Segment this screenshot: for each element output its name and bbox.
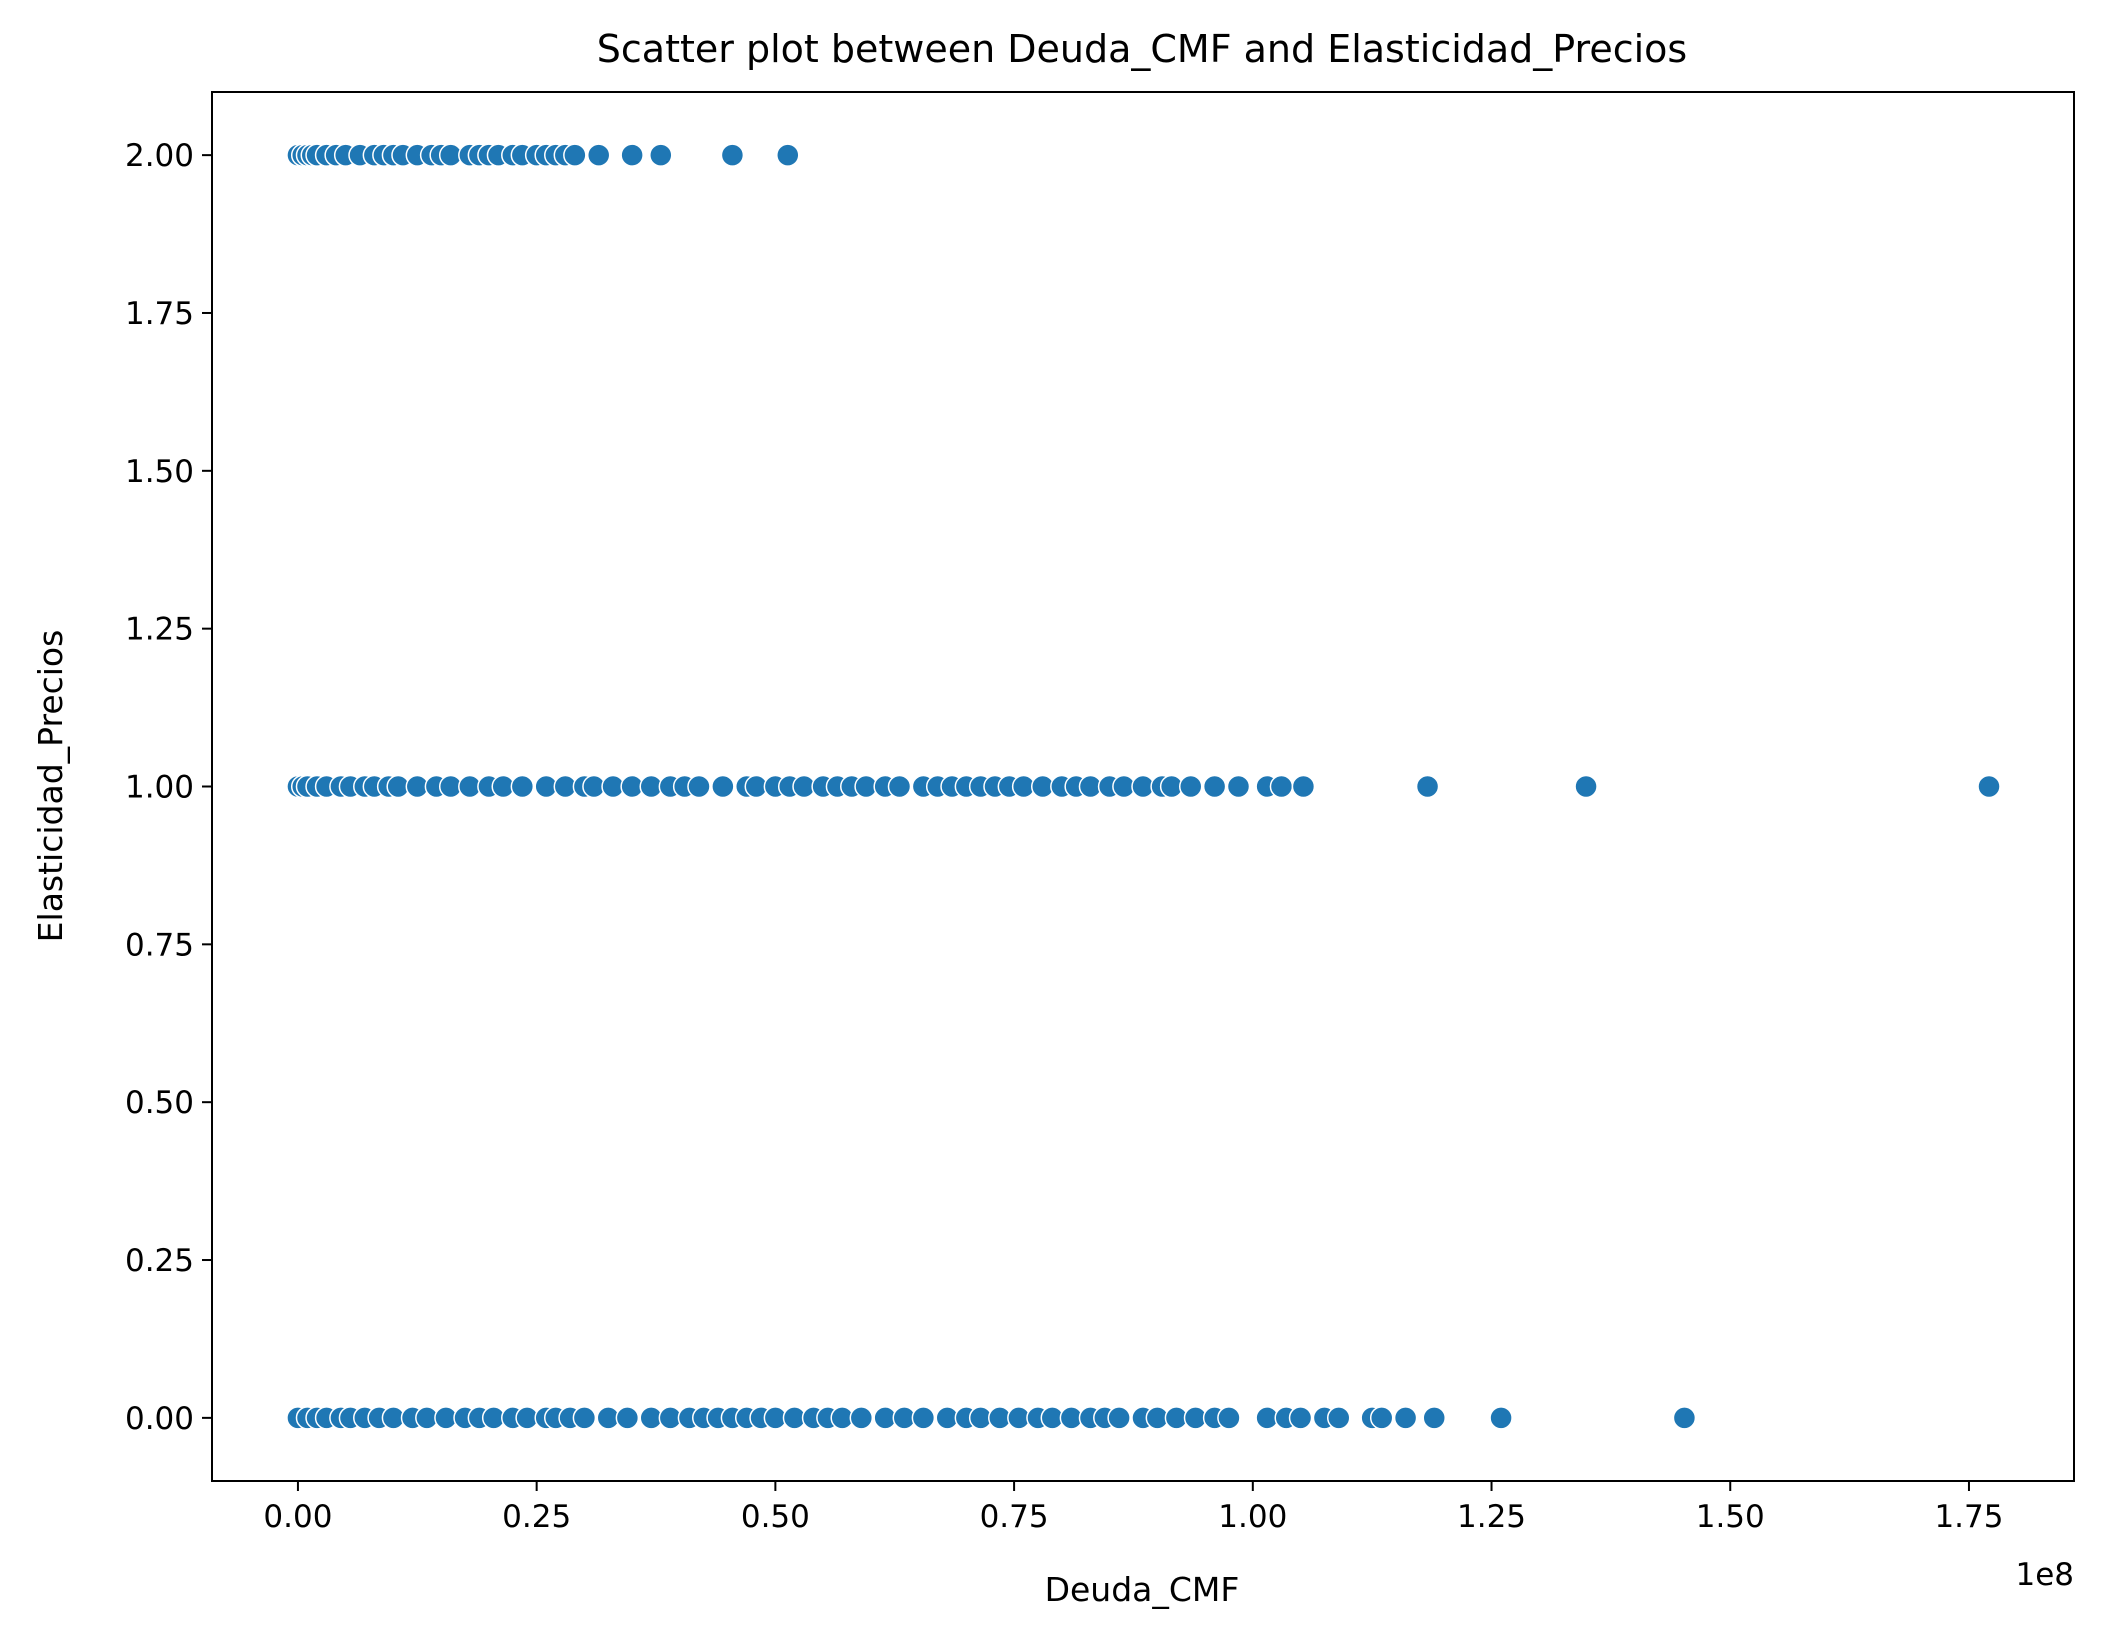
data-point [1326,1406,1351,1430]
y-tick-label: 1.50 [125,454,194,490]
y-tick-label: 1.00 [125,770,194,806]
y-tick-label: 0.75 [125,927,194,963]
data-point [711,774,735,799]
chart-title: Scatter plot between Deuda_CMF and Elast… [597,27,1687,71]
x-tick-label: 1.25 [1457,1499,1526,1535]
data-point [572,1406,597,1430]
x-tick-label: 0.00 [263,1499,332,1535]
data-point [687,774,711,799]
x-tick-label: 1.75 [1934,1499,2003,1535]
y-tick-label: 0.25 [125,1243,194,1279]
data-point [911,1406,936,1430]
data-point [1202,774,1227,799]
data-points [286,143,2001,1430]
x-tick-label: 0.25 [502,1499,571,1535]
data-point [1574,774,1598,799]
x-axis-offset-label: 1e8 [2015,1557,2074,1593]
data-point [1226,774,1251,799]
y-tick-label: 1.25 [125,612,194,648]
data-point [1369,1406,1394,1430]
data-point [615,1406,640,1430]
y-axis-label: Elasticidad_Precios [31,630,70,943]
data-point [849,1406,874,1430]
x-tick-label: 0.50 [741,1499,810,1535]
data-point [776,143,800,167]
data-point [1269,774,1294,799]
x-tick-label: 0.75 [980,1499,1049,1535]
data-point [1977,774,2001,799]
data-point [1288,1406,1313,1430]
data-point [887,774,912,799]
data-point [1422,1406,1446,1430]
data-point [563,143,587,167]
x-tick-label: 1.50 [1696,1499,1765,1535]
y-axis-ticks: 0.00 0.25 0.50 0.75 1.00 1.25 1.50 1.75 2.00 [125,138,212,1437]
y-tick-label: 2.00 [125,138,194,174]
y-tick-label: 0.50 [125,1085,194,1121]
y-tick-label: 1.75 [125,296,194,332]
data-point [1217,1406,1241,1430]
x-tick-label: 1.00 [1218,1499,1287,1535]
data-point [720,143,745,167]
x-axis-label: Deuda_CMF [1045,1570,1240,1609]
data-point [1178,774,1203,799]
y-tick-label: 0.00 [125,1401,194,1437]
data-point [586,143,611,167]
data-point [1107,1406,1131,1430]
data-point [1393,1406,1418,1430]
data-point [1415,774,1440,799]
x-axis-ticks: 0.00 0.25 0.50 0.75 1.00 1.25 1.50 1.75 [263,1481,2003,1535]
data-point [1489,1406,1513,1430]
data-point [620,143,644,167]
data-point [1291,774,1316,799]
data-point [649,143,673,167]
data-point [510,774,535,799]
data-point [1672,1406,1697,1430]
